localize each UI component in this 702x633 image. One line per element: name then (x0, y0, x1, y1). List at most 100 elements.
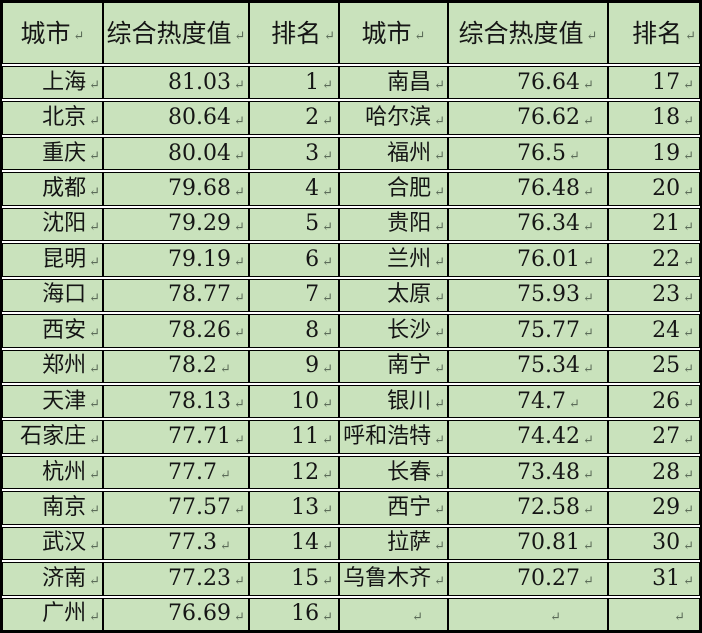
rank-cell[interactable]: 29 ↵ (608, 491, 700, 525)
rank-cell[interactable]: 23 ↵ (608, 278, 700, 313)
city-cell[interactable]: 成都 ↵ (2, 172, 103, 206)
city-cell[interactable]: 北京 ↵ (2, 101, 103, 135)
city-cell[interactable]: 杭州 ↵ (2, 455, 103, 490)
city-cell[interactable]: 天津 ↵ (2, 384, 103, 419)
rank-cell[interactable]: 10 ↵ (249, 384, 339, 419)
rank-cell[interactable]: 18 ↵ (608, 101, 700, 135)
rank-cell[interactable]: 14 ↵ (249, 526, 339, 561)
rank-cell[interactable]: 4 ↵ (249, 172, 339, 206)
city-cell[interactable]: 银川 ↵ (339, 384, 448, 419)
rank-cell[interactable]: 28 ↵ (608, 455, 700, 490)
city-cell[interactable]: 石家庄 ↵ (2, 420, 103, 454)
score-cell[interactable]: 70.81 ↵ (448, 526, 608, 561)
city-cell[interactable]: 长春 ↵ (339, 455, 448, 490)
header-score-right[interactable]: 综合热度值 ↵ (448, 2, 608, 64)
rank-cell[interactable]: 1 ↵ (249, 66, 339, 100)
rank-cell[interactable]: 3 ↵ (249, 136, 339, 171)
rank-cell[interactable]: 22 ↵ (608, 243, 700, 277)
rank-cell[interactable]: 5 ↵ (249, 207, 339, 242)
rank-cell[interactable]: 21 ↵ (608, 207, 700, 242)
score-cell[interactable]: 76.69 ↵ (103, 597, 249, 631)
score-cell[interactable]: 77.57 ↵ (103, 491, 249, 525)
score-cell[interactable]: 78.26 ↵ (103, 314, 249, 348)
score-cell[interactable]: 80.04 ↵ (103, 136, 249, 171)
score-cell[interactable]: 80.64 ↵ (103, 101, 249, 135)
city-cell[interactable]: 合肥 ↵ (339, 172, 448, 206)
score-cell[interactable]: 78.77 ↵ (103, 278, 249, 313)
city-cell[interactable]: 海口 ↵ (2, 278, 103, 313)
city-cell[interactable]: 上海 ↵ (2, 66, 103, 100)
rank-cell[interactable]: 27 ↵ (608, 420, 700, 454)
score-cell[interactable]: 75.93 ↵ (448, 278, 608, 313)
city-cell[interactable]: 西安 ↵ (2, 314, 103, 348)
city-cell[interactable]: 拉萨 ↵ (339, 526, 448, 561)
score-cell[interactable]: 76.48 ↵ (448, 172, 608, 206)
score-cell[interactable]: 77.3 ↵ (103, 526, 249, 561)
rank-cell[interactable]: 2 ↵ (249, 101, 339, 135)
rank-cell[interactable]: ↵ (608, 597, 700, 631)
score-cell[interactable]: 78.2 ↵ (103, 349, 249, 383)
rank-cell[interactable]: 15 ↵ (249, 562, 339, 596)
score-cell[interactable]: 74.42 ↵ (448, 420, 608, 454)
rank-cell[interactable]: 30 ↵ (608, 526, 700, 561)
score-cell[interactable]: 78.13 ↵ (103, 384, 249, 419)
score-cell[interactable]: 79.29 ↵ (103, 207, 249, 242)
score-cell[interactable]: 79.19 ↵ (103, 243, 249, 277)
rank-cell[interactable]: 17 ↵ (608, 66, 700, 100)
city-cell[interactable]: 贵阳 ↵ (339, 207, 448, 242)
rank-cell[interactable]: 31 ↵ (608, 562, 700, 596)
rank-cell[interactable]: 9 ↵ (249, 349, 339, 383)
score-cell[interactable]: 76.62 ↵ (448, 101, 608, 135)
score-cell[interactable]: 79.68 ↵ (103, 172, 249, 206)
score-cell[interactable]: 77.23 ↵ (103, 562, 249, 596)
city-cell[interactable]: 兰州 ↵ (339, 243, 448, 277)
city-cell[interactable]: ↵ (339, 597, 448, 631)
header-rank-left[interactable]: 排名 ↵ (249, 2, 339, 64)
score-cell[interactable]: 77.71 ↵ (103, 420, 249, 454)
rank-cell[interactable]: 12 ↵ (249, 455, 339, 490)
score-cell[interactable]: 72.58 ↵ (448, 491, 608, 525)
city-cell[interactable]: 济南 ↵ (2, 562, 103, 596)
rank-cell[interactable]: 13 ↵ (249, 491, 339, 525)
city-cell[interactable]: 长沙 ↵ (339, 314, 448, 348)
score-cell[interactable]: 76.34 ↵ (448, 207, 608, 242)
rank-cell[interactable]: 24 ↵ (608, 314, 700, 348)
city-cell[interactable]: 郑州 ↵ (2, 349, 103, 383)
city-cell[interactable]: 呼和浩特 ↵ (339, 420, 448, 454)
score-cell[interactable]: ↵ (448, 597, 608, 631)
score-cell[interactable]: 76.5 ↵ (448, 136, 608, 171)
header-city-right[interactable]: 城市 ↵ (339, 2, 448, 64)
city-cell[interactable]: 武汉 ↵ (2, 526, 103, 561)
rank-cell[interactable]: 25 ↵ (608, 349, 700, 383)
city-cell[interactable]: 福州 ↵ (339, 136, 448, 171)
header-score-left[interactable]: 综合热度值 ↵ (103, 2, 249, 64)
header-city-left[interactable]: 城市 ↵ (2, 2, 103, 64)
city-cell[interactable]: 南宁 ↵ (339, 349, 448, 383)
rank-cell[interactable]: 11 ↵ (249, 420, 339, 454)
city-cell[interactable]: 昆明 ↵ (2, 243, 103, 277)
header-rank-right[interactable]: 排名 ↵ (608, 2, 700, 64)
rank-cell[interactable]: 20 ↵ (608, 172, 700, 206)
score-cell[interactable]: 70.27 ↵ (448, 562, 608, 596)
score-cell[interactable]: 73.48 ↵ (448, 455, 608, 490)
score-cell[interactable]: 75.34 ↵ (448, 349, 608, 383)
score-cell[interactable]: 74.7 ↵ (448, 384, 608, 419)
city-cell[interactable]: 哈尔滨 ↵ (339, 101, 448, 135)
score-cell[interactable]: 76.01 ↵ (448, 243, 608, 277)
score-cell[interactable]: 77.7 ↵ (103, 455, 249, 490)
city-cell[interactable]: 沈阳 ↵ (2, 207, 103, 242)
rank-cell[interactable]: 26 ↵ (608, 384, 700, 419)
rank-cell[interactable]: 7 ↵ (249, 278, 339, 313)
score-cell[interactable]: 76.64 ↵ (448, 66, 608, 100)
city-cell[interactable]: 太原 ↵ (339, 278, 448, 313)
city-cell[interactable]: 乌鲁木齐 ↵ (339, 562, 448, 596)
rank-cell[interactable]: 6 ↵ (249, 243, 339, 277)
city-cell[interactable]: 广州 ↵ (2, 597, 103, 631)
rank-cell[interactable]: 16 ↵ (249, 597, 339, 631)
rank-cell[interactable]: 8 ↵ (249, 314, 339, 348)
city-cell[interactable]: 南京 ↵ (2, 491, 103, 525)
city-cell[interactable]: 南昌 ↵ (339, 66, 448, 100)
score-cell[interactable]: 75.77 ↵ (448, 314, 608, 348)
rank-cell[interactable]: 19 ↵ (608, 136, 700, 171)
city-cell[interactable]: 西宁 ↵ (339, 491, 448, 525)
